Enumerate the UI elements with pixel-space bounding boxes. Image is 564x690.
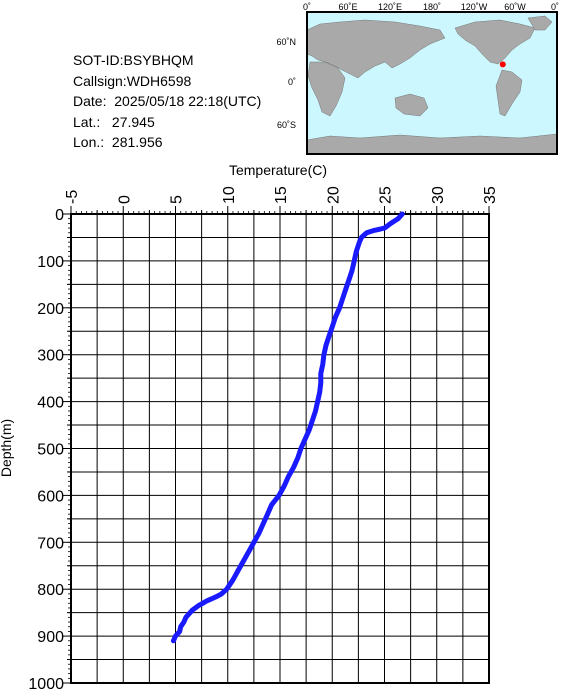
longitude-text: Lon.: 281.956 (73, 134, 163, 150)
map-lon-label: 60˚W (504, 2, 526, 12)
map-lat-label: 60˚S (277, 120, 296, 130)
metadata-block: SOT-ID:BSYBHQM Callsign:WDH6598 Date: 20… (73, 50, 261, 153)
continent-north-america (454, 19, 536, 65)
y-tick-label: 500 (37, 442, 64, 459)
sot-id-text: SOT-ID:BSYBHQM (73, 52, 194, 68)
y-tick-label: 100 (37, 254, 64, 271)
position-marker (499, 61, 506, 68)
map-lon-label: 120˚E (378, 2, 402, 12)
continent-eurasia (306, 19, 446, 79)
y-tick-label: 600 (37, 488, 64, 505)
callsign-text: Callsign:WDH6598 (73, 72, 192, 89)
map-lon-label: 0˚ (551, 2, 559, 12)
y-tick-label: 400 (37, 395, 64, 412)
map-lon-label: 0˚ (303, 2, 311, 12)
y-tick-label: 1000 (28, 676, 64, 690)
x-tick-label: 20 (325, 186, 342, 204)
y-tick-label: 300 (37, 348, 64, 365)
continent-australia (394, 93, 429, 117)
y-tick-label: 900 (37, 629, 64, 646)
x-tick-label: 0 (116, 195, 133, 204)
x-tick-label: 25 (378, 186, 395, 204)
chart-grid (70, 213, 490, 684)
y-tick-labels: 0 100 200 300 400 500 600 700 800 900 1000 (28, 207, 64, 690)
chart-ticks (63, 206, 490, 684)
map-lon-label: 60˚E (338, 2, 357, 12)
map-lon-label: 120˚W (461, 2, 488, 12)
y-tick-label: 0 (55, 207, 64, 224)
x-tick-label: 5 (169, 195, 186, 204)
plot-frame (70, 213, 490, 684)
x-tick-labels: -5 0 5 10 15 20 25 30 35 (64, 186, 499, 204)
x-tick-label: 15 (273, 186, 290, 204)
latitude-text: Lat.: 27.945 (73, 113, 155, 130)
map-lat-label: 0˚ (288, 77, 296, 87)
continent-greenland (527, 15, 553, 31)
continent-africa (307, 61, 346, 117)
x-tick-label: 10 (221, 186, 238, 204)
map-lat-labels: 60˚N 0˚ 60˚S (276, 37, 296, 130)
map-landmasses (306, 15, 558, 155)
y-axis-title: Depth(m) (0, 419, 14, 477)
y-tick-label: 700 (37, 535, 64, 552)
y-tick-label: 800 (37, 582, 64, 599)
x-tick-label: 30 (430, 186, 447, 204)
x-tick-label: 35 (482, 186, 499, 204)
map-lon-label: 180˚ (423, 2, 441, 12)
x-tick-label: -5 (64, 190, 81, 204)
temperature-profile-line (170, 211, 405, 644)
continent-south-america (495, 69, 523, 117)
map-lon-labels: 0˚ 60˚E 120˚E 180˚ 120˚W 60˚W 0˚ (303, 2, 559, 12)
x-axis-title: Temperature(C) (229, 162, 327, 178)
date-text: Date: 2025/05/18 22:18(UTC) (73, 93, 262, 109)
map-frame (306, 11, 558, 155)
y-tick-label: 200 (37, 301, 64, 318)
map-lat-label: 60˚N (276, 37, 296, 47)
